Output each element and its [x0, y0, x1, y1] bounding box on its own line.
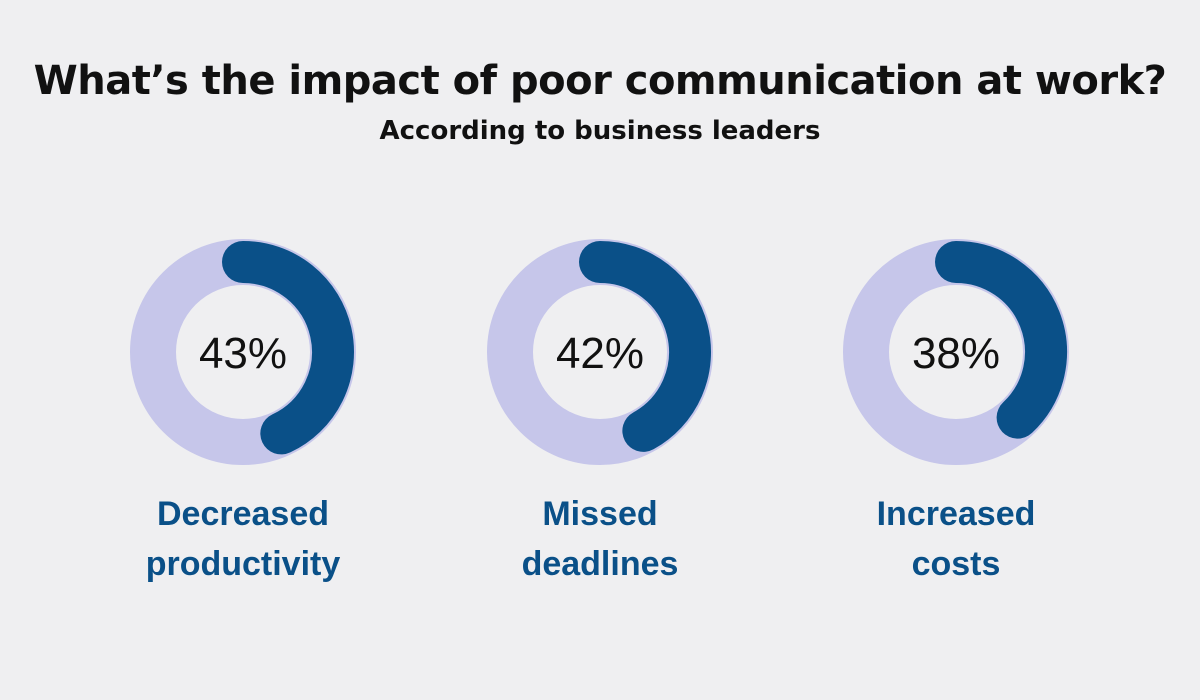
- donut-value-missed-deadlines: 42%: [556, 329, 644, 378]
- donut-group-decreased-productivity: 43%: [130, 239, 356, 465]
- category-label-line2: deadlines: [521, 545, 679, 583]
- chart-title: What’s the impact of poor communication …: [33, 58, 1167, 104]
- donut-arc-missed-deadlines: [579, 241, 711, 452]
- donut-arc-decreased-productivity: [222, 241, 354, 455]
- donut-group-missed-deadlines: 42%: [487, 239, 713, 465]
- category-label-increased-costs: Increased costs: [806, 489, 1106, 589]
- chart-subtitle: According to business leaders: [379, 116, 821, 146]
- category-label-missed-deadlines: Missed deadlines: [450, 489, 750, 589]
- donut-value-decreased-productivity: 43%: [199, 329, 287, 378]
- category-label-line1: Decreased: [156, 495, 329, 533]
- donut-arc-increased-costs: [935, 241, 1067, 439]
- category-label-line2: productivity: [145, 545, 341, 583]
- category-label-line1: Increased: [876, 495, 1036, 533]
- category-label-line1: Missed: [542, 495, 658, 533]
- category-label-decreased-productivity: Decreased productivity: [93, 489, 393, 589]
- category-label-line2: costs: [911, 545, 1001, 583]
- donut-group-increased-costs: 38%: [843, 239, 1069, 465]
- donut-value-increased-costs: 38%: [912, 329, 1000, 378]
